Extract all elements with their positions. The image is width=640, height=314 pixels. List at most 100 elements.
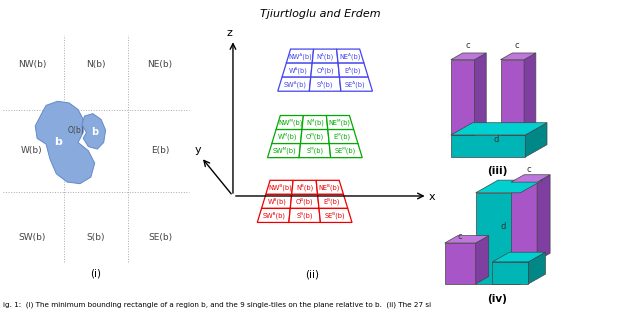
Text: Sᴮ(b): Sᴮ(b) [296, 212, 313, 219]
Polygon shape [316, 180, 344, 194]
Polygon shape [328, 130, 358, 143]
Polygon shape [82, 114, 106, 149]
Text: NWᴬ(b): NWᴬ(b) [289, 52, 312, 60]
Text: Oᴹ(b): Oᴹ(b) [306, 133, 324, 140]
Polygon shape [525, 123, 547, 157]
Polygon shape [35, 101, 95, 184]
Text: (iii): (iii) [487, 166, 508, 176]
Text: c: c [465, 41, 470, 50]
Polygon shape [476, 236, 489, 284]
Polygon shape [476, 193, 520, 284]
Polygon shape [492, 262, 529, 284]
Text: SWᴹ(b): SWᴹ(b) [273, 147, 296, 154]
Text: NEᴹ(b): NEᴹ(b) [328, 119, 350, 126]
Polygon shape [451, 60, 474, 135]
Polygon shape [292, 180, 317, 194]
Polygon shape [268, 143, 301, 158]
Text: Wᴬ(b): Wᴬ(b) [289, 66, 307, 74]
Polygon shape [302, 116, 328, 130]
Text: NE(b): NE(b) [147, 60, 173, 69]
Text: O(b): O(b) [67, 126, 84, 135]
Text: c: c [515, 41, 520, 50]
Text: b: b [54, 138, 61, 148]
Text: SWᴮ(b): SWᴮ(b) [263, 212, 286, 219]
Polygon shape [451, 53, 486, 60]
Text: Eᴬ(b): Eᴬ(b) [344, 66, 361, 74]
Text: ig. 1:  (i) The minimum bounding rectangle of a region b, and the 9 single-tiles: ig. 1: (i) The minimum bounding rectangl… [3, 301, 431, 308]
Text: W(b): W(b) [21, 146, 43, 155]
Polygon shape [511, 175, 550, 182]
Text: (ii): (ii) [305, 269, 319, 279]
Polygon shape [492, 252, 545, 262]
Polygon shape [289, 208, 321, 222]
Polygon shape [339, 77, 372, 91]
Text: Sᴹ(b): Sᴹ(b) [307, 147, 323, 154]
Polygon shape [537, 175, 550, 261]
Text: SEᴹ(b): SEᴹ(b) [335, 147, 356, 154]
Polygon shape [338, 63, 368, 77]
Text: y: y [195, 145, 201, 155]
Polygon shape [286, 49, 314, 63]
Polygon shape [476, 180, 543, 193]
Text: N(b): N(b) [86, 60, 106, 69]
Text: S(b): S(b) [87, 233, 105, 242]
Text: SEᴬ(b): SEᴬ(b) [345, 80, 365, 88]
Polygon shape [276, 116, 303, 130]
Polygon shape [309, 77, 341, 91]
Text: SE(b): SE(b) [148, 233, 172, 242]
Text: Nᴮ(b): Nᴮ(b) [296, 184, 313, 191]
Polygon shape [500, 53, 536, 60]
Polygon shape [272, 130, 302, 143]
Text: E(b): E(b) [151, 146, 169, 155]
Text: NW(b): NW(b) [18, 60, 46, 69]
Text: c: c [526, 165, 531, 174]
Text: Eᴮ(b): Eᴮ(b) [324, 198, 340, 205]
Text: SEᴮ(b): SEᴮ(b) [324, 212, 345, 219]
Text: x: x [429, 192, 436, 202]
Text: d: d [501, 222, 506, 230]
Polygon shape [312, 49, 338, 63]
Text: Sᴬ(b): Sᴬ(b) [317, 80, 333, 88]
Text: z: z [227, 28, 233, 38]
Polygon shape [311, 63, 339, 77]
Text: Oᴮ(b): Oᴮ(b) [296, 198, 314, 205]
Polygon shape [500, 60, 524, 135]
Polygon shape [301, 130, 329, 143]
Text: c: c [458, 231, 463, 241]
Polygon shape [451, 135, 525, 157]
Text: SW(b): SW(b) [19, 233, 45, 242]
Polygon shape [282, 63, 312, 77]
Text: Tjiurtloglu and Erdem: Tjiurtloglu and Erdem [260, 9, 380, 19]
Polygon shape [337, 49, 364, 63]
Polygon shape [326, 116, 354, 130]
Polygon shape [262, 194, 292, 208]
Polygon shape [474, 53, 486, 135]
Text: NWᴹ(b): NWᴹ(b) [278, 119, 303, 126]
Polygon shape [451, 123, 547, 135]
Text: (iv): (iv) [488, 294, 508, 304]
Polygon shape [329, 143, 362, 158]
Text: b: b [91, 127, 99, 137]
Text: NEᴬ(b): NEᴬ(b) [339, 52, 360, 60]
Text: Eᴹ(b): Eᴹ(b) [333, 133, 351, 140]
Polygon shape [257, 208, 291, 222]
Text: Wᴹ(b): Wᴹ(b) [278, 133, 298, 140]
Text: d: d [493, 135, 499, 144]
Polygon shape [529, 252, 545, 284]
Polygon shape [520, 180, 543, 284]
Text: (i): (i) [90, 268, 102, 279]
Text: Nᴹ(b): Nᴹ(b) [306, 119, 324, 126]
Text: SWᴬ(b): SWᴬ(b) [284, 80, 307, 88]
Polygon shape [291, 194, 319, 208]
Text: Nᴬ(b): Nᴬ(b) [317, 52, 333, 60]
Text: NWᴮ(b): NWᴮ(b) [268, 184, 292, 191]
Polygon shape [317, 194, 348, 208]
Polygon shape [445, 236, 489, 243]
Polygon shape [511, 182, 537, 261]
Polygon shape [319, 208, 352, 222]
Text: NEᴮ(b): NEᴮ(b) [319, 184, 340, 191]
Polygon shape [266, 180, 293, 194]
Polygon shape [278, 77, 311, 91]
Text: Oᴬ(b): Oᴬ(b) [316, 66, 334, 74]
Polygon shape [445, 243, 476, 284]
